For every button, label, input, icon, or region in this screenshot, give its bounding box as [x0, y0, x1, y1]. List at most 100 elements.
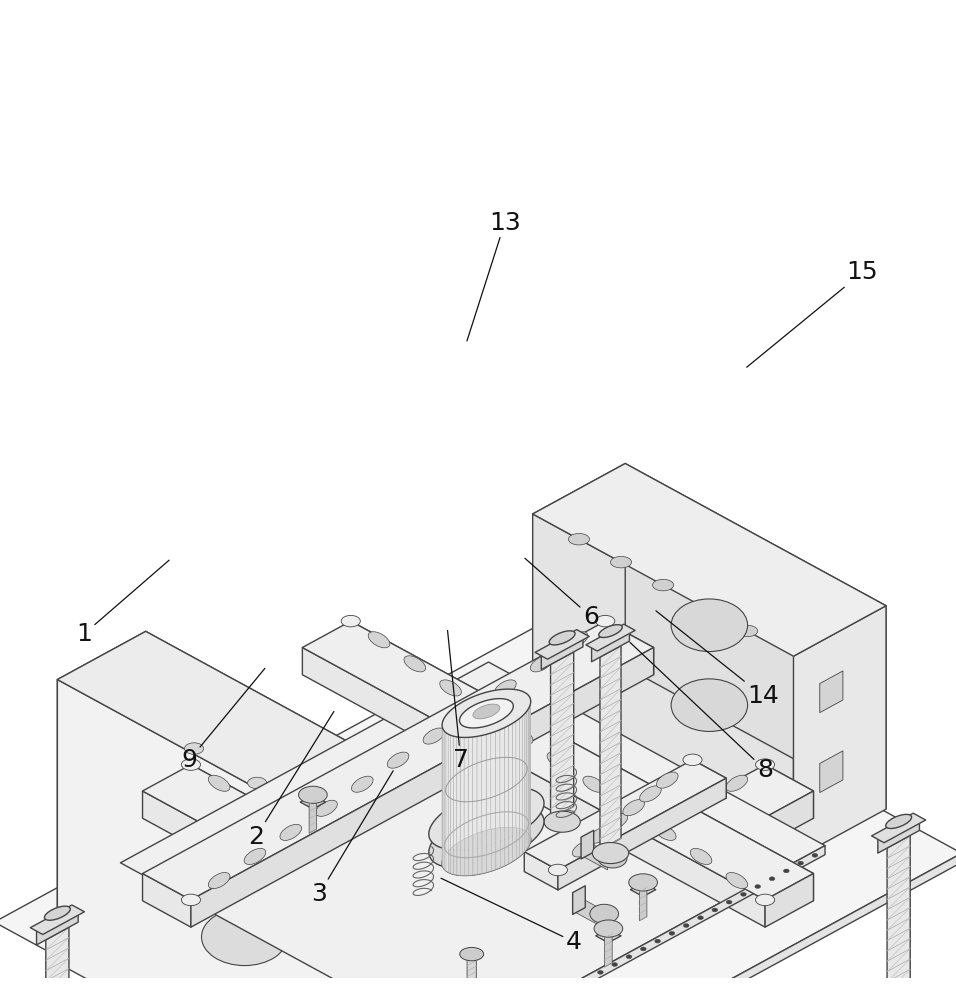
Ellipse shape — [404, 992, 425, 1000]
Polygon shape — [512, 721, 516, 861]
Polygon shape — [582, 839, 608, 870]
Polygon shape — [535, 630, 589, 659]
Polygon shape — [429, 787, 544, 850]
Ellipse shape — [244, 799, 266, 815]
Ellipse shape — [573, 841, 594, 857]
Polygon shape — [473, 736, 477, 875]
Ellipse shape — [598, 849, 627, 868]
Ellipse shape — [202, 908, 288, 966]
Polygon shape — [532, 463, 886, 656]
Polygon shape — [238, 824, 264, 867]
Text: 6: 6 — [525, 558, 598, 629]
Ellipse shape — [315, 800, 337, 816]
Polygon shape — [529, 695, 530, 835]
Polygon shape — [516, 690, 519, 828]
Polygon shape — [302, 765, 814, 1000]
Ellipse shape — [629, 874, 658, 891]
Ellipse shape — [569, 986, 575, 990]
Polygon shape — [887, 835, 910, 1000]
Polygon shape — [819, 671, 843, 713]
Polygon shape — [145, 631, 432, 1000]
Polygon shape — [457, 703, 460, 844]
Polygon shape — [525, 692, 527, 832]
Ellipse shape — [208, 872, 230, 889]
Ellipse shape — [626, 955, 632, 959]
Polygon shape — [532, 463, 625, 717]
Ellipse shape — [726, 872, 748, 889]
Polygon shape — [524, 760, 727, 870]
Polygon shape — [527, 708, 529, 849]
Polygon shape — [302, 621, 814, 900]
Polygon shape — [31, 905, 84, 935]
Polygon shape — [491, 731, 496, 871]
Polygon shape — [630, 883, 656, 897]
Text: 3: 3 — [312, 771, 393, 906]
Text: 4: 4 — [441, 878, 581, 954]
Ellipse shape — [726, 775, 748, 791]
Ellipse shape — [341, 615, 360, 627]
Polygon shape — [302, 648, 765, 927]
Polygon shape — [238, 824, 264, 867]
Polygon shape — [604, 934, 612, 967]
Ellipse shape — [755, 759, 774, 770]
Polygon shape — [464, 699, 468, 839]
Polygon shape — [581, 830, 594, 859]
Ellipse shape — [880, 995, 917, 1000]
Ellipse shape — [684, 924, 689, 927]
Polygon shape — [477, 735, 482, 874]
Ellipse shape — [698, 916, 704, 920]
Polygon shape — [598, 625, 622, 638]
Ellipse shape — [770, 877, 775, 881]
Ellipse shape — [671, 679, 748, 731]
Ellipse shape — [606, 813, 628, 829]
Polygon shape — [878, 817, 920, 853]
Ellipse shape — [248, 915, 267, 927]
Text: 8: 8 — [630, 642, 772, 782]
Polygon shape — [142, 765, 654, 1000]
Polygon shape — [532, 514, 793, 860]
Text: 9: 9 — [182, 668, 265, 772]
Polygon shape — [442, 689, 531, 737]
Ellipse shape — [737, 625, 758, 637]
Ellipse shape — [315, 847, 337, 864]
Ellipse shape — [248, 777, 267, 789]
Ellipse shape — [594, 920, 622, 937]
Polygon shape — [460, 701, 464, 841]
Polygon shape — [270, 925, 488, 1000]
Polygon shape — [558, 778, 727, 890]
Ellipse shape — [182, 759, 201, 770]
Polygon shape — [120, 662, 825, 1000]
Ellipse shape — [440, 680, 462, 696]
Ellipse shape — [812, 853, 817, 857]
Polygon shape — [415, 853, 956, 1000]
Polygon shape — [529, 706, 530, 846]
Polygon shape — [351, 791, 814, 1000]
Ellipse shape — [612, 963, 618, 966]
Polygon shape — [445, 713, 448, 854]
Ellipse shape — [653, 579, 674, 591]
Ellipse shape — [531, 992, 552, 1000]
Polygon shape — [793, 606, 886, 860]
Ellipse shape — [669, 931, 675, 935]
Polygon shape — [541, 633, 583, 670]
Polygon shape — [573, 886, 585, 914]
Polygon shape — [527, 694, 529, 833]
Polygon shape — [351, 621, 814, 901]
Polygon shape — [586, 624, 635, 651]
Ellipse shape — [547, 896, 569, 912]
Polygon shape — [500, 689, 504, 828]
Polygon shape — [450, 708, 453, 849]
Polygon shape — [191, 765, 654, 1000]
Ellipse shape — [460, 947, 484, 961]
Ellipse shape — [298, 786, 327, 803]
Ellipse shape — [387, 752, 409, 768]
Ellipse shape — [611, 556, 632, 568]
Polygon shape — [142, 621, 654, 900]
Polygon shape — [461, 737, 465, 876]
Ellipse shape — [185, 743, 204, 754]
Ellipse shape — [549, 864, 568, 876]
Text: 2: 2 — [249, 711, 334, 849]
Polygon shape — [467, 955, 476, 990]
Polygon shape — [453, 706, 457, 846]
Ellipse shape — [583, 872, 604, 888]
